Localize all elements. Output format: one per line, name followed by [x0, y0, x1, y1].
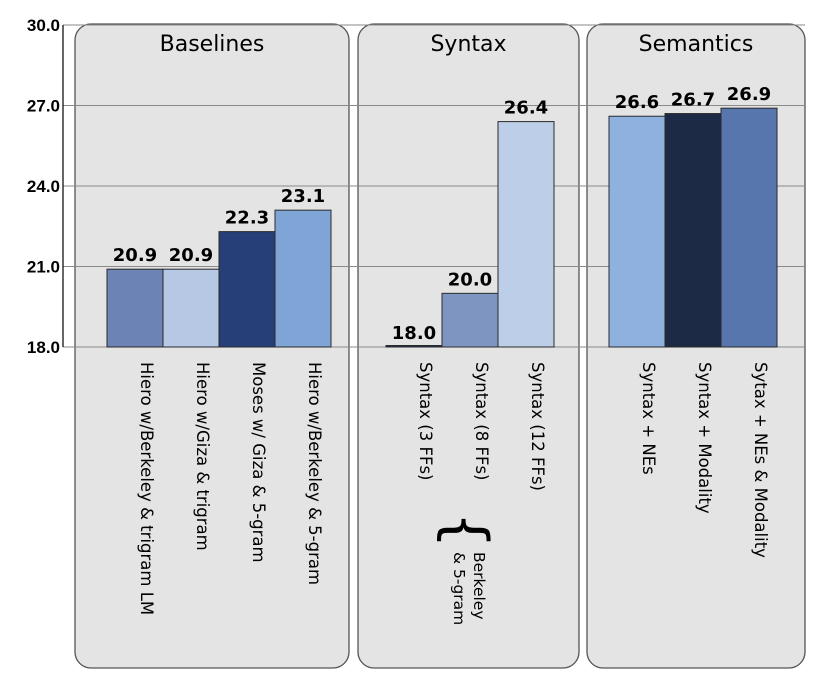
- category-label: Syntax + NEs: [639, 362, 658, 475]
- bar: [162, 268, 220, 348]
- data-label: 20.9: [113, 245, 157, 266]
- category-label: Syntax (3 FFs): [416, 362, 435, 480]
- y-axis: 18.0 21.0 24.0 27.0 30.0: [27, 16, 64, 357]
- bar: [720, 107, 778, 348]
- category-label: Syntax (12 FFs): [528, 362, 547, 491]
- y-tick-label: 24.0: [27, 177, 60, 196]
- group-note: & 5-gram: [450, 552, 468, 625]
- y-tick-label: 27.0: [27, 97, 60, 116]
- bar: [385, 345, 443, 348]
- y-tick-label: 21.0: [27, 258, 60, 277]
- bar: [497, 121, 555, 348]
- data-label: 26.9: [727, 84, 771, 105]
- data-label: 18.0: [392, 323, 436, 344]
- group-title: Baselines: [160, 32, 265, 57]
- category-label: Hiero w/Berkeley & trigram LM: [137, 362, 156, 615]
- brace-icon: }: [427, 512, 495, 549]
- data-label: 20.0: [448, 269, 492, 290]
- data-label: 26.4: [504, 98, 548, 119]
- category-label: Syntax (8 FFs): [472, 362, 491, 480]
- data-label: 22.3: [225, 208, 269, 229]
- bars: [106, 107, 778, 348]
- category-label: Syntax + Modality: [695, 362, 714, 514]
- bar: [441, 292, 499, 348]
- data-label: 20.9: [169, 245, 213, 266]
- y-tick-label: 30.0: [27, 16, 60, 35]
- bar: [608, 115, 666, 348]
- bar: [274, 209, 332, 348]
- category-label: Moses w/ Giza & 5-gram: [249, 362, 268, 563]
- data-label: 23.1: [281, 186, 325, 207]
- data-label: 26.6: [615, 92, 659, 113]
- category-label: Hiero w/Berkeley & 5-gram: [305, 362, 324, 585]
- y-tick-label: 18.0: [27, 338, 60, 357]
- bar: [218, 231, 276, 348]
- bar: [106, 268, 164, 348]
- bar: [664, 113, 722, 348]
- category-label: Sytax + NEs & Modality: [751, 362, 770, 558]
- category-label: Hiero w/Giza & trigram: [193, 362, 212, 551]
- group-note: Berkeley: [470, 552, 488, 620]
- group-title: Semantics: [639, 32, 754, 57]
- group-title: Syntax: [430, 32, 506, 57]
- labels: Baselines Syntax Semantics 20.9 Hiero w/Berk…: [113, 32, 771, 625]
- data-label: 26.7: [671, 90, 715, 111]
